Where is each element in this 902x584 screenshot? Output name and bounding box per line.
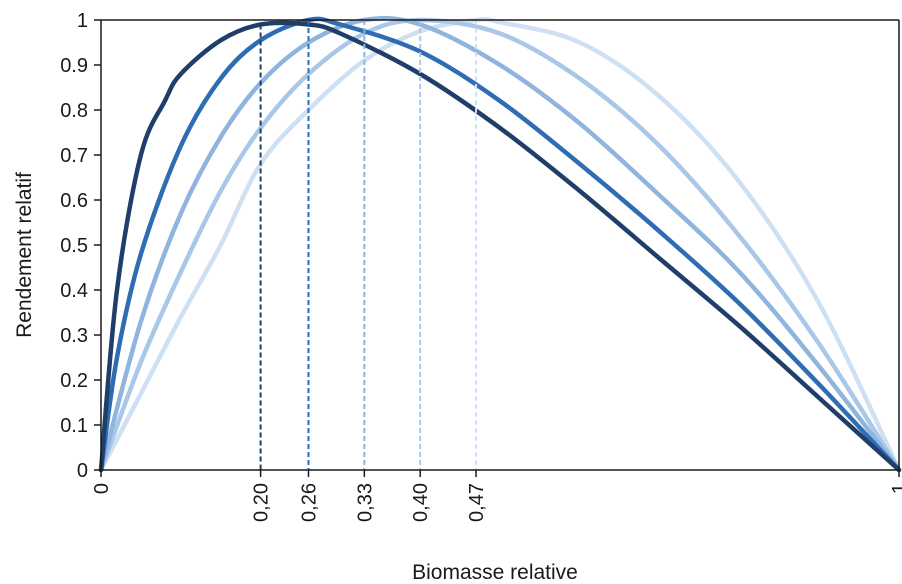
x-tick-label-4: 0,40 bbox=[410, 483, 432, 522]
y-axis-title: Rendement relatif bbox=[13, 172, 36, 338]
x-tick-label-5: 0,47 bbox=[466, 483, 488, 522]
x-tick-label-2: 0,26 bbox=[299, 483, 321, 522]
series-line-5 bbox=[98, 16, 902, 473]
y-tick-label-2: 0.2 bbox=[60, 370, 88, 392]
plot-area: 0 0.1 0.2 0.3 0.4 0.5 0.6 0.7 0.8 0.9 1 0 0,20 0,26 0,… bbox=[60, 10, 902, 522]
y-tick-label-0: 0 bbox=[77, 460, 88, 482]
x-axis-title: Biomasse relative bbox=[412, 561, 578, 584]
y-tick-label-5: 0.5 bbox=[60, 235, 88, 257]
y-tick-label-10: 1 bbox=[77, 10, 88, 32]
y-tick-label-6: 0.6 bbox=[60, 190, 88, 212]
x-tick-label-3: 0,33 bbox=[354, 483, 376, 522]
series-line-3 bbox=[98, 15, 902, 473]
y-tick-label-7: 0.7 bbox=[60, 145, 88, 167]
y-tick-label-3: 0.3 bbox=[60, 325, 88, 347]
x-tick-label-6: 1 bbox=[889, 483, 902, 494]
y-tick-label-1: 0.1 bbox=[60, 415, 88, 437]
series-line-1 bbox=[98, 20, 902, 473]
x-tick-label-1: 0,20 bbox=[251, 483, 273, 522]
x-tick-label-0: 0 bbox=[91, 483, 113, 494]
y-tick-label-4: 0.4 bbox=[60, 280, 88, 302]
y-tick-label-8: 0.8 bbox=[60, 100, 88, 122]
y-tick-label-9: 0.9 bbox=[60, 55, 88, 77]
